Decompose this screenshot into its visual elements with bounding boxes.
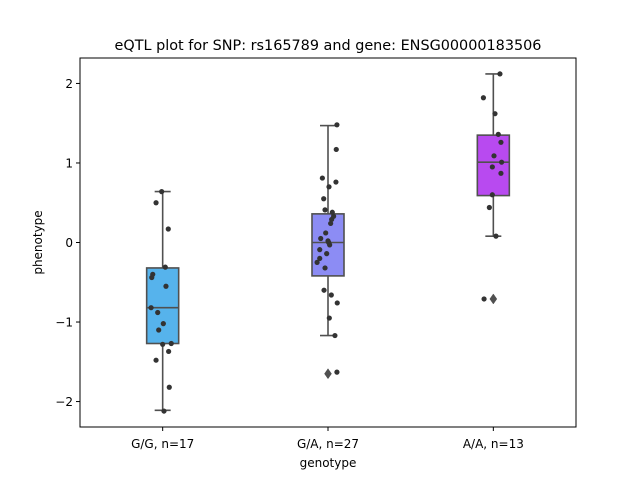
data-point — [314, 259, 320, 265]
box-group-2 — [311, 122, 345, 380]
data-point — [153, 357, 159, 363]
data-point — [321, 196, 327, 202]
x-axis-label: genotype — [300, 456, 357, 470]
x-axis: G/G, n=17 G/A, n=27 A/A, n=13 — [131, 427, 524, 451]
x-tick-label: A/A, n=13 — [463, 437, 524, 451]
data-point — [166, 384, 172, 390]
chart-title: eQTL plot for SNP: rs165789 and gene: EN… — [115, 38, 542, 54]
plot-area — [145, 71, 511, 414]
y-axis-label: phenotype — [31, 210, 45, 274]
data-point — [322, 265, 328, 271]
data-point — [326, 184, 332, 190]
data-point — [160, 321, 166, 327]
data-point — [155, 309, 161, 316]
data-point — [161, 408, 167, 414]
data-point — [492, 111, 498, 117]
data-point — [317, 255, 323, 262]
data-point — [334, 369, 340, 375]
box-group-1 — [145, 189, 180, 414]
data-point — [166, 348, 172, 355]
x-tick-label: G/A, n=27 — [297, 437, 359, 451]
data-point — [159, 189, 165, 195]
data-point — [156, 327, 162, 333]
data-point — [153, 200, 159, 206]
data-point — [326, 315, 332, 321]
data-point — [160, 341, 166, 347]
data-point — [489, 192, 495, 198]
data-point — [329, 209, 335, 215]
data-point — [321, 287, 327, 293]
data-point — [324, 251, 330, 257]
data-point — [318, 235, 324, 242]
data-point — [486, 204, 492, 211]
data-point — [148, 305, 154, 311]
x-tick-label: G/G, n=17 — [131, 437, 194, 451]
data-point — [334, 300, 340, 306]
y-axis: −2 −1 0 1 2 — [55, 77, 80, 409]
data-point — [319, 175, 325, 181]
data-point — [498, 170, 504, 176]
data-point — [163, 283, 169, 289]
data-point — [331, 213, 337, 219]
data-point — [495, 131, 501, 137]
data-point — [497, 71, 503, 77]
data-point — [489, 164, 495, 170]
data-point — [498, 139, 504, 145]
data-point — [322, 207, 328, 213]
data-point — [162, 264, 168, 270]
outlier-marker — [489, 293, 498, 305]
data-point — [493, 233, 499, 239]
y-tick-label: 2 — [65, 77, 73, 91]
data-point — [480, 95, 487, 101]
outlier-marker — [324, 368, 332, 380]
data-point — [499, 159, 505, 165]
data-point — [481, 296, 487, 302]
y-tick-label: −1 — [55, 316, 73, 330]
y-tick-label: 1 — [65, 156, 73, 170]
data-point — [328, 292, 334, 298]
data-point — [334, 122, 340, 128]
y-tick-label: −2 — [55, 395, 73, 409]
data-point — [333, 179, 339, 185]
data-point — [333, 146, 339, 153]
data-point — [328, 220, 334, 227]
data-point — [491, 153, 497, 159]
data-point — [323, 230, 329, 236]
data-point — [325, 238, 331, 244]
data-point — [332, 332, 338, 339]
data-point — [317, 247, 323, 253]
data-point — [150, 271, 156, 277]
data-point — [165, 226, 171, 232]
box-group-3 — [476, 71, 511, 305]
y-tick-label: 0 — [65, 236, 73, 250]
data-point — [168, 340, 174, 347]
